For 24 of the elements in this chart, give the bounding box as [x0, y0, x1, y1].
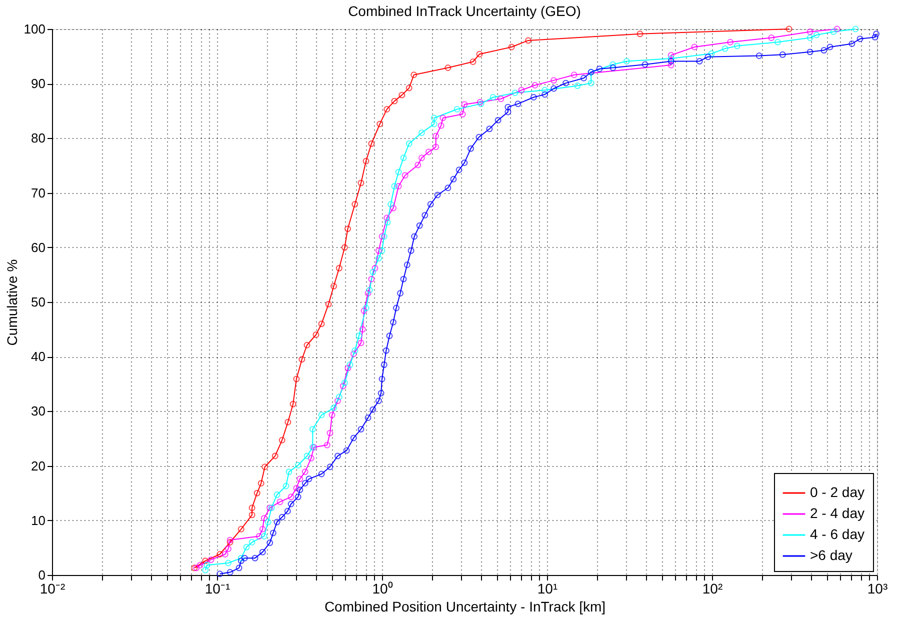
y-tick-label: 10 — [31, 512, 46, 528]
legend-label: 4 - 6 day — [810, 526, 864, 542]
legend-label: >6 day — [810, 547, 852, 563]
x-tick-label: 10⁻² — [40, 580, 66, 596]
y-tick-label: 70 — [31, 185, 46, 200]
x-tick-label: 10¹ — [537, 580, 558, 596]
y-tick-label: 40 — [31, 349, 46, 364]
y-tick-label: 30 — [31, 404, 46, 419]
y-tick-label: 20 — [31, 458, 46, 474]
y-tick-label: 80 — [31, 130, 46, 146]
x-tick-label: 10⁻¹ — [204, 580, 230, 596]
legend-label: 2 - 4 day — [810, 505, 864, 521]
y-tick-label: 0 — [38, 568, 46, 582]
x-tick-label: 10² — [702, 580, 723, 596]
x-axis-title: Combined Position Uncertainty - InTrack [km] — [324, 598, 606, 614]
chart-title: Combined InTrack Uncertainty (GEO) — [348, 3, 581, 19]
y-tick-label: 90 — [31, 76, 46, 92]
y-tick-label: 50 — [31, 294, 46, 310]
y-axis-title: Cumulative % — [4, 259, 20, 346]
x-tick-label: 10³ — [867, 580, 888, 596]
legend-label: 0 - 2 day — [810, 484, 864, 500]
y-tick-label: 60 — [31, 240, 46, 255]
x-tick-label: 10⁰ — [372, 580, 393, 596]
y-tick-label: 100 — [24, 22, 46, 36]
